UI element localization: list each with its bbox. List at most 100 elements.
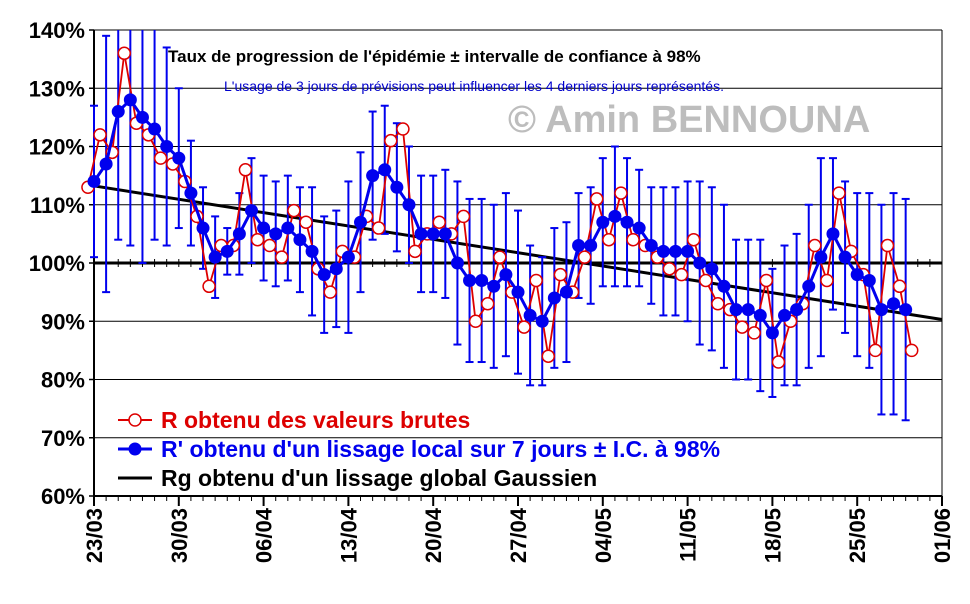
data-point (287, 203, 301, 218)
watermark-text: © Amin BENNOUNA (508, 99, 870, 141)
data-point (711, 297, 725, 311)
data-point (790, 303, 804, 317)
legend-local-label: R' obtenu d'un lissage local sur 7 jours… (161, 436, 720, 462)
data-point (814, 250, 828, 264)
data-point (656, 244, 670, 258)
data-point (753, 308, 767, 322)
data-point (93, 128, 107, 142)
data-point (880, 238, 895, 253)
data-point (759, 273, 774, 288)
data-point (608, 209, 622, 223)
data-point (644, 239, 658, 253)
data-point (729, 303, 743, 317)
data-point (820, 273, 834, 288)
data-point (414, 227, 428, 241)
legend-raw-marker (128, 413, 142, 427)
data-point (153, 151, 168, 165)
data-point (741, 303, 755, 317)
chart-title: Taux de progression de l'épidémie ± inte… (168, 47, 701, 66)
data-point (432, 215, 447, 229)
data-point (378, 163, 392, 177)
data-point (232, 227, 246, 241)
x-tick-label: 27/04 (506, 507, 531, 563)
data-point (329, 262, 343, 276)
data-point (632, 221, 646, 235)
data-point (499, 268, 513, 282)
y-tick-label: 140% (29, 18, 85, 43)
data-point (117, 46, 132, 61)
data-point (305, 244, 319, 258)
data-point (735, 320, 749, 334)
data-point (238, 163, 253, 177)
data-point (262, 238, 277, 253)
data-point (99, 157, 113, 171)
data-point (366, 169, 380, 183)
data-point (535, 314, 549, 328)
data-point (705, 262, 719, 276)
data-point (668, 244, 682, 258)
data-point (475, 273, 489, 287)
x-tick-label: 20/04 (421, 507, 446, 563)
data-point (899, 303, 913, 317)
data-point (868, 343, 883, 358)
data-point (111, 105, 125, 119)
data-point (438, 227, 452, 241)
legend: R obtenu des valeurs brutes R' obtenu d'… (118, 407, 720, 491)
data-point (541, 349, 556, 363)
data-point (620, 215, 634, 229)
chart-subtitle: L'usage de 3 jours de prévisions peut in… (224, 78, 724, 94)
data-point (408, 244, 422, 259)
data-point (511, 285, 525, 299)
data-point (699, 273, 713, 288)
data-point (602, 232, 616, 247)
data-point (577, 250, 592, 264)
data-point (529, 273, 543, 288)
data-point (747, 326, 761, 340)
y-axis-ticks: 140% 130% 120% 110% 100% 90% 80% 70% 60% (29, 18, 94, 509)
y-tick-label: 90% (41, 309, 85, 334)
series-local (87, 93, 913, 340)
data-point (778, 308, 792, 322)
data-point (293, 233, 307, 247)
data-point (693, 256, 707, 270)
data-point (371, 221, 386, 235)
data-point (626, 232, 640, 247)
data-point (384, 133, 398, 148)
series-global-gaussian (87, 183, 943, 321)
x-axis-ticks: 23/03 30/03 06/04 13/04 20/04 27/04 04/05 11/05… (82, 496, 955, 563)
data-point (426, 227, 440, 241)
data-point (220, 244, 234, 258)
data-point (832, 186, 846, 200)
data-point (808, 238, 822, 253)
y-tick-label: 80% (41, 368, 85, 393)
data-point (250, 232, 265, 247)
data-point (662, 262, 677, 276)
data-point (547, 291, 561, 305)
y-tick-label: 100% (29, 251, 85, 276)
x-tick-label: 13/04 (336, 507, 361, 563)
data-point (390, 180, 404, 194)
data-point (614, 186, 628, 200)
data-point (202, 279, 216, 294)
data-point (771, 355, 786, 369)
data-point (450, 256, 464, 270)
data-point (572, 239, 586, 253)
x-tick-label: 30/03 (167, 508, 192, 563)
data-point (281, 221, 295, 235)
data-point (160, 140, 174, 153)
data-point (480, 297, 495, 311)
data-point (892, 279, 907, 294)
data-point (493, 250, 507, 264)
legend-global-label: Rg obtenu d'un lissage global Gaussien (161, 465, 597, 491)
data-point (887, 297, 901, 311)
data-point (123, 93, 137, 107)
data-point (317, 268, 331, 282)
data-point (87, 174, 101, 188)
series-line (87, 183, 943, 321)
data-point (523, 308, 537, 322)
data-point (487, 279, 501, 293)
y-tick-label: 70% (41, 426, 85, 451)
data-point (244, 204, 258, 218)
legend-raw-label: R obtenu des valeurs brutes (161, 407, 470, 433)
